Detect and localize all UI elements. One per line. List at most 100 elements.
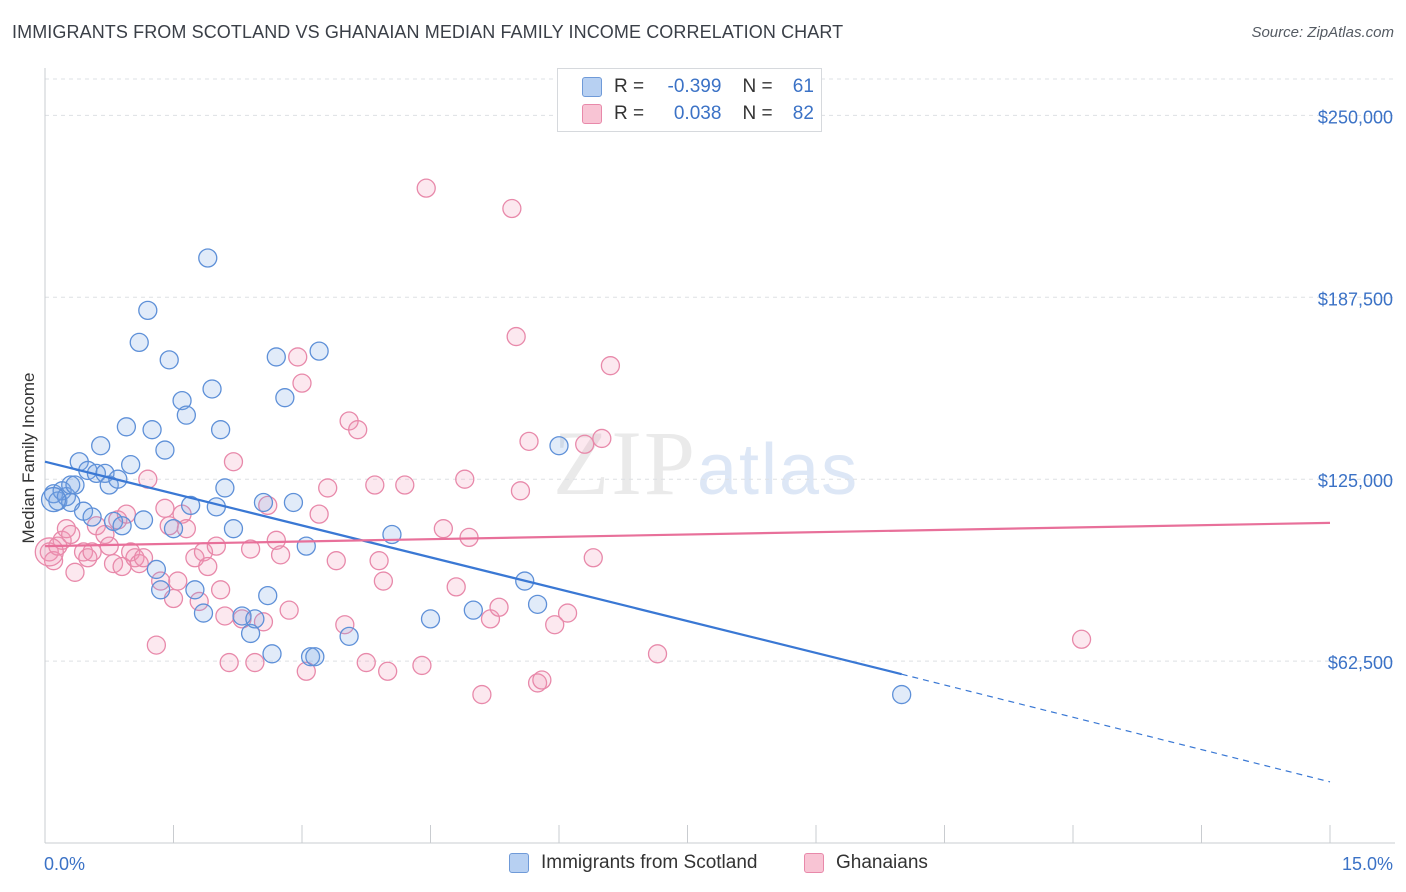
scotland-point [258,585,278,606]
scotland-point [112,516,132,536]
ghanaian-point [266,530,286,550]
legend-r-label: R = [614,76,645,97]
scotland-point [163,519,184,539]
legend-r-value: 0.038 [673,103,722,124]
ghanaian-point [288,347,308,367]
scotland-points [40,248,912,705]
ghanaian-point [369,551,389,571]
chart-title: IMMIGRANTS FROM SCOTLAND VS GHANAIAN MED… [12,22,844,42]
ghanaian-point [395,475,415,495]
ghanaian-point [65,562,85,582]
x-tick-label-start: 0.0% [44,854,85,874]
scotland-point [262,644,282,664]
ghanaian-trend-line [44,521,1331,548]
scotland-point [176,405,197,425]
ghanaian-point [545,615,565,635]
watermark: ZIPatlas [553,410,859,516]
scotland-trend-line [44,460,902,676]
scotland-point [283,492,304,513]
ghanaian-point [412,655,432,676]
watermark-zip: ZIP [553,412,697,514]
ghanaian-point [155,498,175,518]
scotland-point [275,388,295,408]
scotland-point [116,417,137,437]
ghanaian-point [210,580,231,600]
grid-layer [45,78,1395,662]
ghanaian-point [309,504,329,524]
bottom-legend-label: Immigrants from Scotland [541,852,758,873]
ghanaian-point [519,431,539,452]
tick-labels: $62,500 $125,000 $187,500 $250,000 0.0% 15.0%… [19,107,1393,874]
ghanaian-point [510,481,531,501]
ghanaian-point [240,539,261,559]
ghanaian-point [446,577,466,597]
scotland-point [65,475,85,495]
ghanaian-point [292,373,312,393]
ghanaian-point [378,661,398,681]
ghanaian-point [279,600,299,620]
scotland-point [296,536,316,556]
ghanaian-point [43,551,64,571]
ghanaian-point [416,178,436,198]
ghanaian-point [647,644,668,664]
scotland-point [253,492,274,513]
scotland-point [300,647,321,667]
ghanaian-point [206,536,226,556]
scotland-point [142,420,162,440]
y-tick-label: $62,500 [1328,653,1393,673]
ghanaian-point [198,556,218,577]
legend-r-value: -0.399 [667,76,722,97]
ghanaian-point [296,661,316,681]
scotland-point [138,300,158,321]
bottom-legend-swatch-blue [509,853,529,873]
bottom-legend-scotland[interactable]: Immigrants from Scotland [509,852,757,874]
ghanaian-point [433,519,454,539]
scotland-point [202,379,222,399]
ghanaian-point [82,542,102,562]
scotland-point [527,594,548,614]
scotland-point [133,510,154,530]
scotland-point [172,390,192,411]
bottom-legend-ghanaians[interactable]: Ghanaians [804,852,928,874]
scotland-point [305,647,325,667]
watermark-atlas: atlas [697,430,860,510]
scotland-point [146,559,167,580]
trend-lines [44,460,1331,783]
scotland-point [339,626,359,647]
legend-row-ghanaians: R = 0.038 N = 82 [582,102,814,126]
ghanaian-point [1071,629,1092,649]
scotland-trend-extension [901,673,1331,783]
correlation-legend: R = -0.399 N = 61 R = 0.038 N = 82 [557,68,822,132]
ghanaian-point [219,652,239,673]
legend-n-value: 61 [792,76,814,97]
scotland-point [240,623,261,644]
ghanaian-point [356,652,376,673]
ghanaian-point [575,434,595,454]
ghanaian-point [600,356,621,376]
scotland-point [420,609,441,629]
scotland-point [155,440,175,460]
x-tick-label-end: 15.0% [1342,854,1393,874]
scotland-point [121,454,141,475]
scotland-point-large [40,486,67,513]
legend-n-label: N = [742,103,773,124]
scotland-point [210,420,231,440]
scotland-point [223,519,244,539]
legend-row-scotland: R = -0.399 N = 61 [582,75,814,99]
y-axis-title: Median Family Income [19,372,38,543]
legend-n-value: 82 [792,103,814,124]
ghanaian-point [61,524,81,545]
ghanaian-point [532,670,552,690]
scotland-point [129,332,149,353]
scotland-point [892,684,912,705]
ghanaian-point [318,478,338,498]
scotland-point [266,347,286,367]
y-tick-label: $187,500 [1318,289,1393,309]
ghanaian-point [506,326,526,347]
bottom-legend-label: Ghanaians [836,852,928,873]
ghanaian-point [326,551,346,571]
scotland-point [215,478,235,498]
scotland-point [185,580,205,600]
scotland-point [549,436,569,456]
scotland-point [198,248,218,268]
